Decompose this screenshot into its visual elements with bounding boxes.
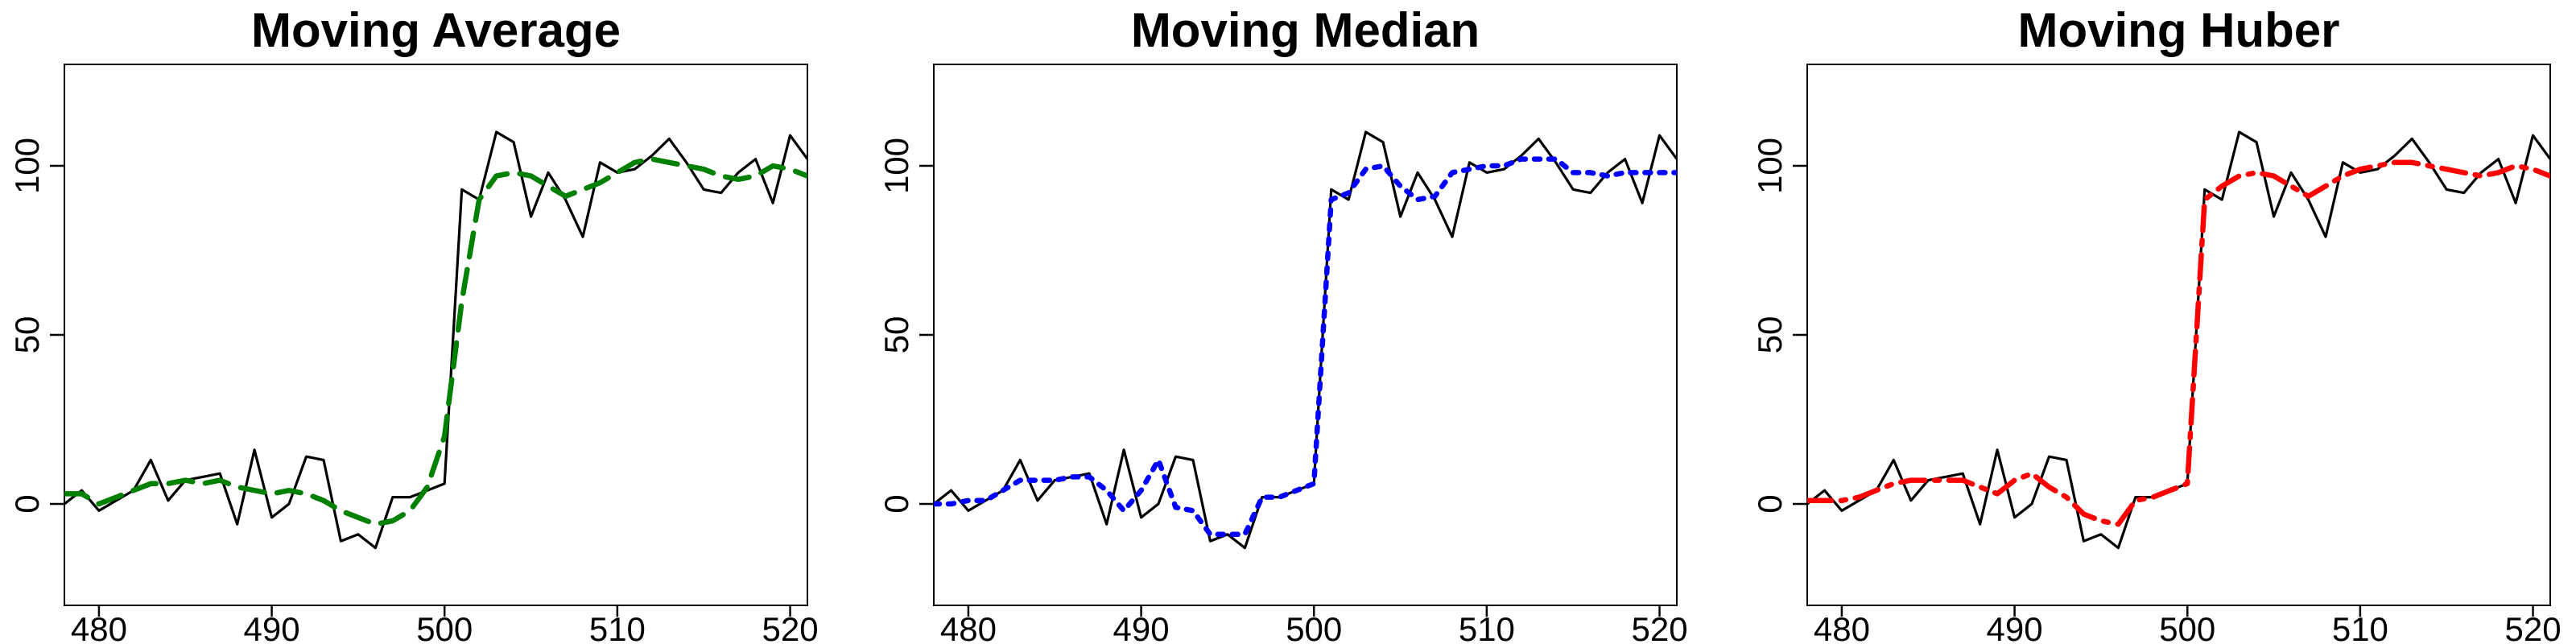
series-group [934,130,1677,550]
plot-frame [933,64,1678,606]
panel-moving-huber: Moving Huber 0 50 100 480 490 500 510 520 [1751,3,2562,644]
x-tick-label: 500 [2159,610,2215,644]
x-tick-label: 480 [71,610,127,644]
x-tick-label: 510 [1459,610,1515,644]
series-group [64,130,807,550]
plot-frame [1806,64,2551,606]
y-tick-label: 100 [1751,138,1789,194]
y-tick-label: 50 [8,316,46,354]
y-tick-label: 0 [877,494,915,513]
x-tick-label: 510 [589,610,646,644]
smoothed-series-line [934,156,1677,538]
x-tick-label: 490 [244,610,300,644]
chart-title: Moving Huber [2018,3,2340,57]
smoothed-series-line [1807,159,2550,527]
x-tick-label: 480 [1814,610,1870,644]
x-tick-label: 500 [416,610,473,644]
raw-series-line [1807,130,2550,550]
x-tick-label: 520 [762,610,818,644]
series-group [1807,130,2550,550]
x-tick-label: 490 [1987,610,2043,644]
x-tick-label: 510 [2332,610,2388,644]
x-tick-label: 520 [2504,610,2561,644]
y-tick-label: 50 [877,316,915,354]
y-tick-label: 100 [8,138,46,194]
y-tick-label: 0 [8,494,46,513]
x-tick-label: 500 [1286,610,1342,644]
chart-title: Moving Median [1131,3,1480,57]
x-tick-label: 490 [1113,610,1170,644]
smoothed-series-line [64,156,807,527]
chart-title: Moving Average [251,3,621,57]
plot-frame [64,64,808,606]
y-tick-label: 50 [1751,316,1789,354]
panel-moving-average: Moving Average 0 50 100 480 490 500 510 520 [8,3,819,644]
y-tick-label: 0 [1751,494,1789,513]
panel-moving-median: Moving Median 0 50 100 480 490 500 510 520 [877,3,1688,644]
y-tick-label: 100 [877,138,915,194]
raw-series-line [64,130,807,550]
x-tick-label: 480 [940,610,997,644]
x-tick-label: 520 [1631,610,1687,644]
